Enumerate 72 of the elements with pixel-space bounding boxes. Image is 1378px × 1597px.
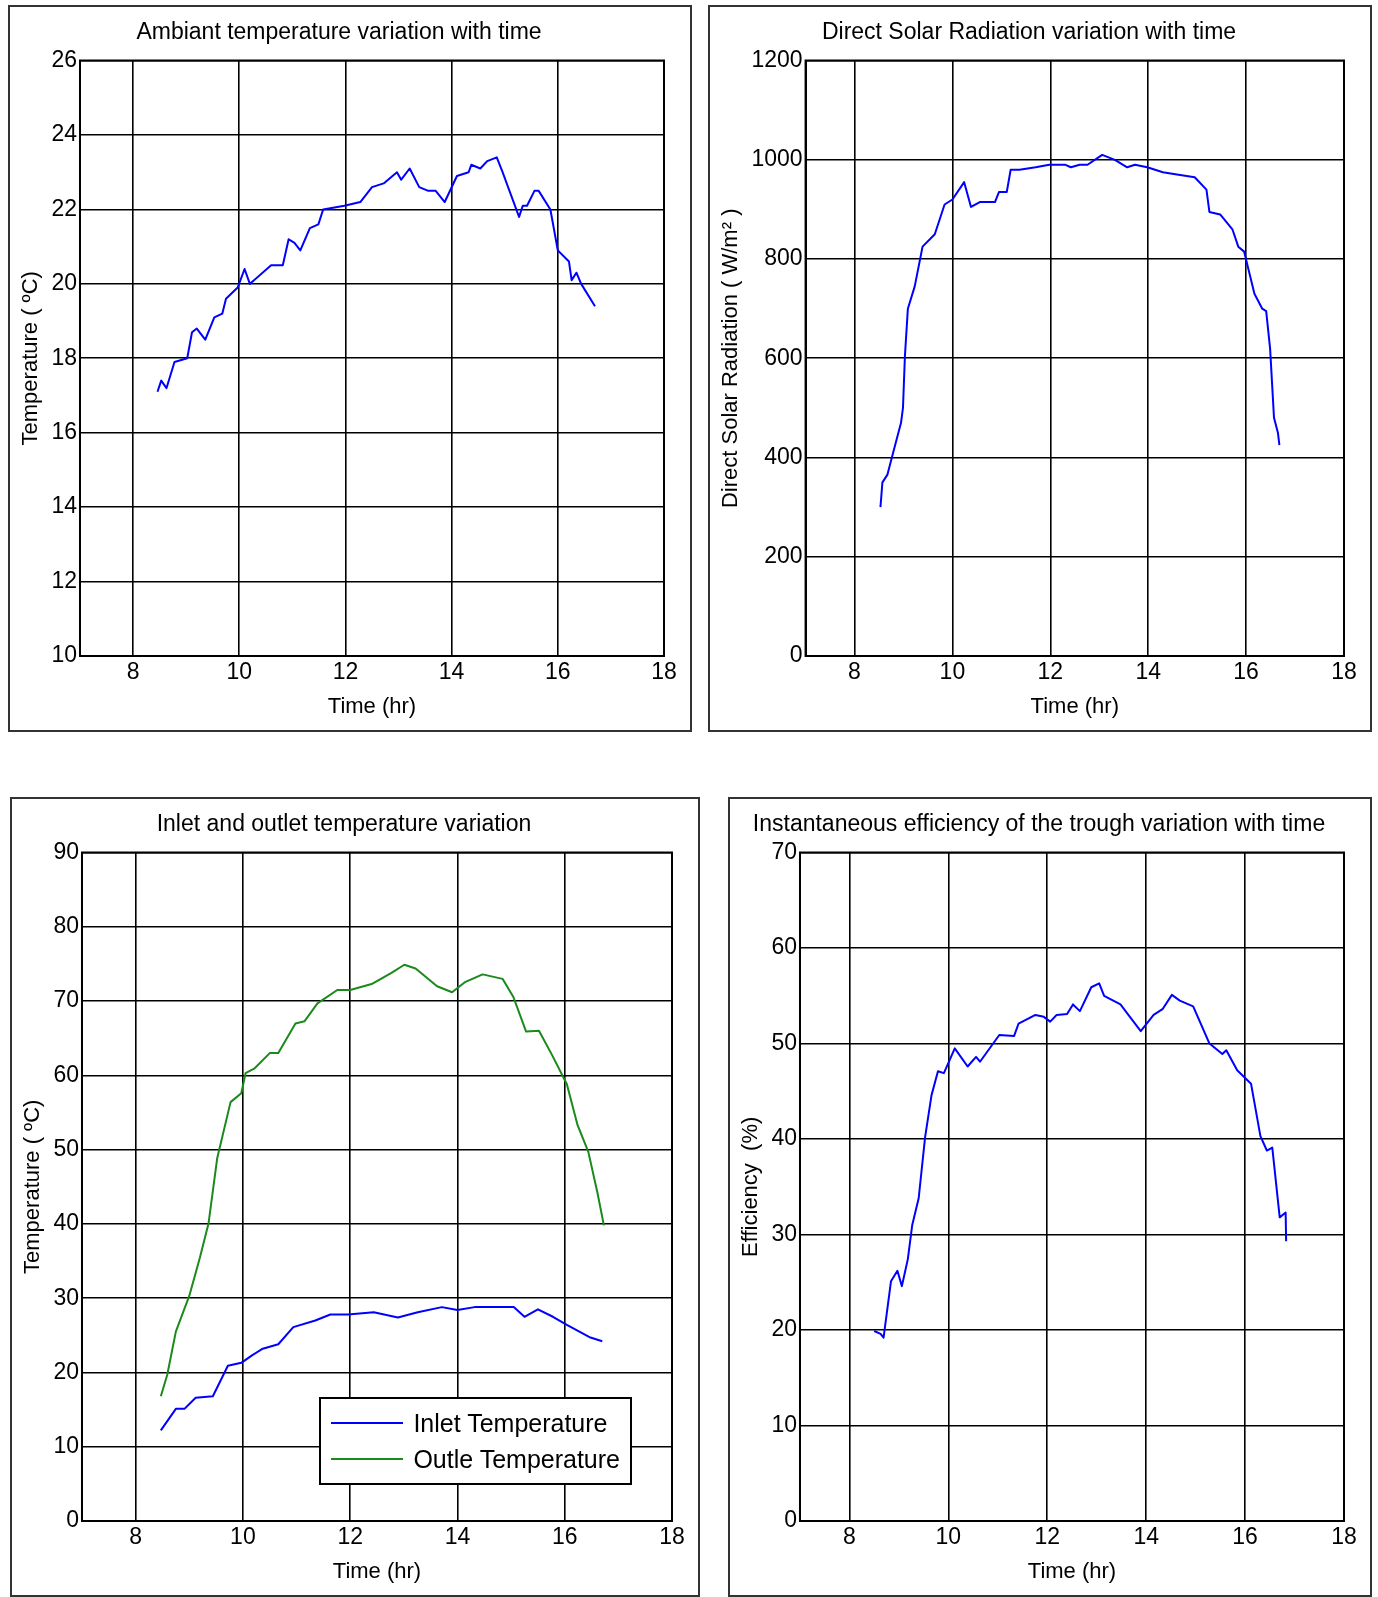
x-tick-label: 10 <box>935 1523 962 1550</box>
y-tick-label: 30 <box>771 1219 797 1246</box>
y-tick-label: 60 <box>771 933 797 960</box>
x-tick-label: 12 <box>1034 1523 1061 1550</box>
y-tick-label: 10 <box>53 1432 79 1459</box>
y-axis-title: Efficiency (%) <box>737 1116 763 1257</box>
x-tick-label: 10 <box>230 1523 256 1550</box>
y-tick-label: 16 <box>51 418 77 445</box>
y-tick-label: 90 <box>53 837 79 864</box>
chart-title: Direct Solar Radiation variation with time <box>821 18 1237 45</box>
y-tick-label: 10 <box>51 641 77 668</box>
x-tick-label: 8 <box>843 1523 856 1550</box>
x-axis-title: Time (hr) <box>1027 1557 1117 1583</box>
y-tick-label: 600 <box>764 343 803 370</box>
chart-title: Ambiant temperature variation with time <box>136 18 542 45</box>
x-tick-label: 12 <box>332 658 359 685</box>
y-tick-label: 26 <box>51 45 77 72</box>
x-tick-label: 10 <box>939 658 966 685</box>
y-tick-label: 12 <box>51 566 77 593</box>
x-tick-label: 18 <box>1331 1523 1357 1550</box>
x-axis-title: Time (hr) <box>332 1557 422 1583</box>
y-tick-label: 14 <box>51 492 78 519</box>
legend-label: Inlet Temperature <box>413 1408 608 1438</box>
x-tick-label: 14 <box>1133 1523 1160 1550</box>
y-tick-label: 20 <box>51 269 77 296</box>
x-tick-label: 12 <box>337 1523 363 1550</box>
y-tick-label: 200 <box>764 542 803 569</box>
legend-label: Outle Temperature <box>413 1444 620 1474</box>
x-tick-label: 8 <box>848 658 861 685</box>
x-tick-label: 18 <box>651 658 677 685</box>
y-tick-label: 18 <box>51 343 77 370</box>
y-tick-label: 20 <box>53 1357 79 1384</box>
y-tick-label: 20 <box>771 1315 797 1342</box>
x-tick-label: 8 <box>129 1523 143 1550</box>
y-tick-label: 22 <box>51 194 77 221</box>
y-tick-label: 60 <box>53 1060 79 1087</box>
x-axis-title: Time (hr) <box>1030 692 1119 718</box>
y-axis-title: Temperature ( ºC) <box>17 271 43 446</box>
y-tick-label: 30 <box>53 1283 79 1310</box>
y-tick-label: 50 <box>771 1028 797 1055</box>
y-tick-label: 0 <box>66 1506 79 1533</box>
y-tick-label: 10 <box>771 1410 797 1437</box>
chart-title: Inlet and outlet temperature variation <box>156 810 532 837</box>
y-tick-label: 70 <box>771 837 797 864</box>
y-tick-label: 1200 <box>751 45 803 72</box>
y-tick-label: 24 <box>51 120 78 147</box>
y-tick-label: 80 <box>53 912 79 939</box>
x-tick-label: 14 <box>444 1523 471 1550</box>
x-tick-label: 16 <box>1232 1523 1258 1550</box>
x-tick-label: 12 <box>1037 658 1064 685</box>
y-tick-label: 40 <box>53 1209 79 1236</box>
y-tick-label: 0 <box>789 641 803 668</box>
x-tick-label: 18 <box>659 1523 685 1550</box>
x-tick-label: 14 <box>438 658 465 685</box>
x-axis-title: Time (hr) <box>327 692 417 718</box>
x-tick-label: 16 <box>545 658 571 685</box>
y-tick-label: 40 <box>771 1124 797 1151</box>
chart-title: Instantaneous efficiency of the trough variation with time <box>752 810 1326 837</box>
y-tick-label: 50 <box>53 1135 79 1162</box>
x-tick-label: 16 <box>1233 658 1259 685</box>
x-tick-label: 16 <box>551 1523 578 1550</box>
x-tick-label: 14 <box>1135 658 1162 685</box>
y-tick-label: 1000 <box>751 145 803 172</box>
y-axis-title: Temperature ( ºC) <box>19 1099 45 1274</box>
x-tick-label: 8 <box>126 658 140 685</box>
y-tick-label: 400 <box>764 442 803 469</box>
x-tick-label: 18 <box>1331 658 1357 685</box>
y-tick-label: 70 <box>53 986 79 1013</box>
x-tick-label: 10 <box>226 658 253 685</box>
y-tick-label: 800 <box>764 244 803 271</box>
y-tick-label: 0 <box>784 1506 797 1533</box>
y-axis-title: Direct Solar Radiation ( W/m² ) <box>717 208 743 509</box>
